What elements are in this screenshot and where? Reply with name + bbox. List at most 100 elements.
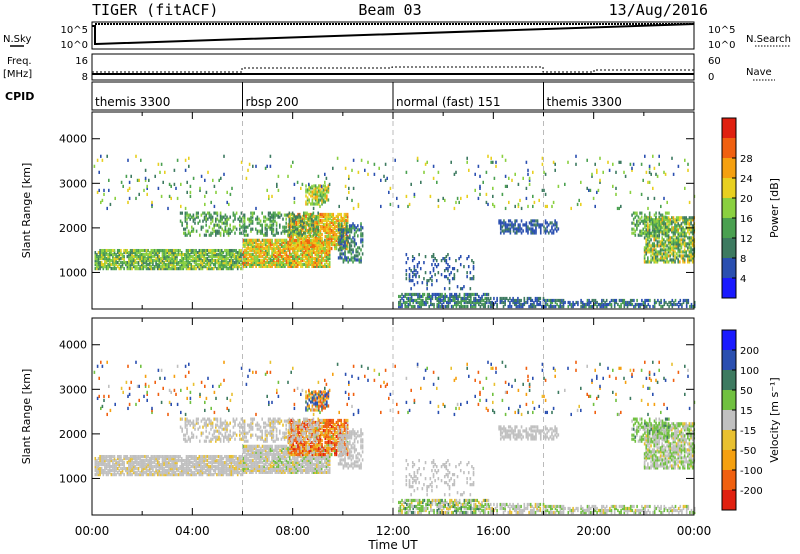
power-cell [136,265,138,269]
power-cell [192,248,194,253]
power-cell [647,250,649,254]
power-cell [94,267,97,271]
power-cell [690,256,692,260]
velocity-cell [164,471,167,475]
frequency-panel: Freq. [MHz] 16 8 60 0 Nave [3,53,775,83]
power-cell [650,244,652,248]
power-cell [489,304,492,309]
power-cell [473,298,475,303]
power-cell [187,231,190,235]
power-cell [520,219,523,223]
power-cell [260,258,262,262]
power-cell [637,302,640,307]
power-cell [264,248,267,252]
velocity-cell [116,456,119,461]
power-cell [268,260,270,264]
power-cell [666,260,668,264]
power-cell [247,246,249,250]
power-cell [672,216,675,220]
power-cell [409,298,411,303]
power-cell [300,246,302,250]
power-cell [311,246,314,251]
power-cell [211,219,214,223]
power-cell [337,218,339,223]
power-cell [256,254,259,258]
power-cell [322,264,325,268]
velocity-cell [160,465,162,469]
power-cell [324,238,326,242]
power-cell [240,219,243,223]
power-cell [182,263,185,267]
power-cell [541,162,544,166]
power-cell [417,294,419,299]
power-cell [225,248,228,253]
power-cell [115,252,117,257]
power-cell [306,242,309,246]
power-cell [479,186,481,190]
power-cell [230,254,233,259]
power-cell [332,216,335,221]
power-cell [360,224,362,228]
power-cell [495,164,497,168]
power-cell [321,224,323,229]
power-cell [334,232,336,237]
power-cell [405,252,408,257]
power-cell [349,224,351,228]
power-cell [238,250,241,255]
power-cell [161,263,164,267]
power-cell [532,204,534,209]
power-cell [266,188,268,193]
power-cell [150,252,153,257]
power-cell [454,300,456,305]
velocity-cell [158,462,161,467]
power-cell [277,174,280,178]
power-cell [285,240,288,244]
power-cell [349,228,351,232]
power-cell [105,267,108,271]
power-cell [290,246,293,251]
power-cell [311,252,313,256]
power-cell [116,254,119,259]
power-cell [680,216,683,220]
power-cell [189,217,191,221]
power-cell [583,304,586,309]
power-cell [297,238,299,243]
power-cell [327,248,329,252]
power-cell [102,248,105,253]
power-cell [314,220,317,225]
power-cell [557,227,560,231]
power-cell [414,298,416,303]
power-cell [468,294,471,299]
power-cell [288,260,291,264]
power-cell [308,244,311,249]
power-cell [423,277,425,281]
power-cell [190,259,193,263]
power-cell [528,182,531,186]
velocity-cell [97,462,100,467]
power-cell [296,250,299,254]
power-cell [313,246,315,251]
power-cell [650,221,653,225]
power-cell [252,240,254,244]
power-cell [683,254,686,258]
power-cell [195,254,197,259]
power-cell [405,194,408,199]
power-cell [146,184,148,188]
velocity-cell [128,469,130,473]
power-cell [177,248,180,253]
power-cell [236,263,239,267]
power-cell [236,254,239,259]
power-cell [221,215,223,219]
power-cell [185,267,188,271]
power-cell [287,242,289,246]
power-cell [501,296,503,301]
power-cell [643,232,646,236]
power-cell [127,158,129,162]
velocity-cell [172,467,175,471]
power-cell [147,252,149,257]
power-cell [134,261,137,265]
power-cell [306,240,309,245]
power-cell [648,170,651,174]
power-cell [682,250,684,254]
power-cell [260,262,262,266]
